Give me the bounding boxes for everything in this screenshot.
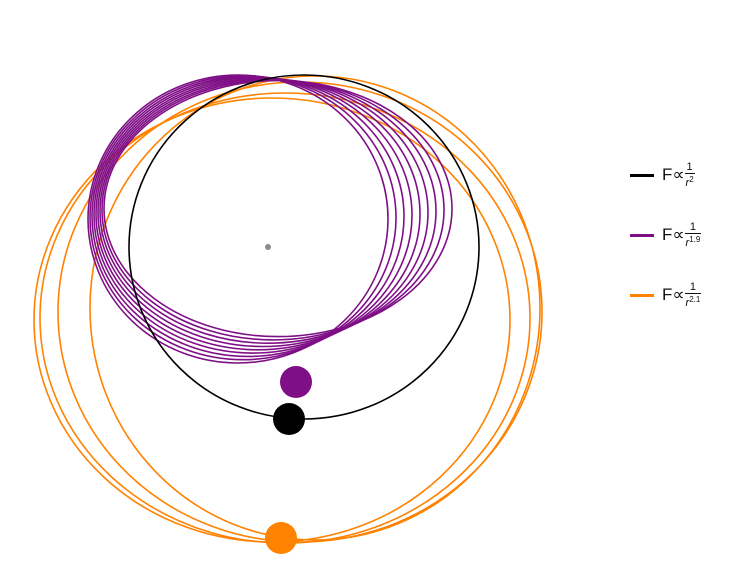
legend-item-power-2-1: F∝ 1 r2.1 bbox=[630, 280, 750, 310]
fraction-numerator: 1 bbox=[684, 221, 702, 234]
legend-formula: F∝ 1 r2 bbox=[662, 161, 695, 189]
central-body-dot bbox=[265, 244, 271, 250]
legend-item-power-1-9: F∝ 1 r1.9 bbox=[630, 220, 750, 250]
fraction-denominator: r1.9 bbox=[686, 234, 701, 249]
formula-fraction: 1 r2.1 bbox=[684, 281, 702, 309]
formula-fraction: 1 r2 bbox=[684, 161, 695, 189]
fraction-numerator: 1 bbox=[684, 281, 702, 294]
denominator-exponent: 2 bbox=[689, 175, 694, 184]
denominator-base: r bbox=[685, 237, 690, 249]
legend-formula: F∝ 1 r2.1 bbox=[662, 281, 702, 309]
orbit-paths-power-1-9 bbox=[87, 74, 453, 364]
legend: F∝ 1 r2 F∝ 1 r1.9 F∝ 1 r2.1 bbox=[630, 160, 750, 340]
formula-prefix: F∝ bbox=[662, 285, 685, 304]
denominator-exponent: 1.9 bbox=[689, 235, 701, 244]
orbit-path bbox=[89, 75, 541, 541]
legend-formula: F∝ 1 r1.9 bbox=[662, 221, 702, 249]
legend-line-black bbox=[630, 173, 654, 177]
orbit-path bbox=[128, 74, 480, 420]
formula-fraction: 1 r1.9 bbox=[684, 221, 702, 249]
legend-line-purple bbox=[630, 233, 654, 237]
orbiting-body-power-1-9 bbox=[280, 366, 312, 398]
legend-item-inverse-square: F∝ 1 r2 bbox=[630, 160, 750, 190]
legend-line-orange bbox=[630, 293, 654, 297]
fraction-denominator: r2.1 bbox=[686, 294, 701, 309]
orbit-path bbox=[103, 79, 453, 338]
formula-prefix: F∝ bbox=[662, 165, 685, 184]
fraction-numerator: 1 bbox=[684, 161, 695, 174]
formula-prefix: F∝ bbox=[662, 225, 685, 244]
orbiting-body-power-2-1 bbox=[265, 522, 297, 554]
denominator-base: r bbox=[685, 297, 690, 309]
denominator-exponent: 2.1 bbox=[689, 295, 701, 304]
fraction-denominator: r2 bbox=[686, 174, 694, 189]
orbit-path bbox=[57, 81, 543, 543]
orbit-path-inverse-square bbox=[128, 74, 480, 420]
orbiting-body-inverse-square bbox=[273, 403, 305, 435]
denominator-base: r bbox=[685, 177, 690, 189]
